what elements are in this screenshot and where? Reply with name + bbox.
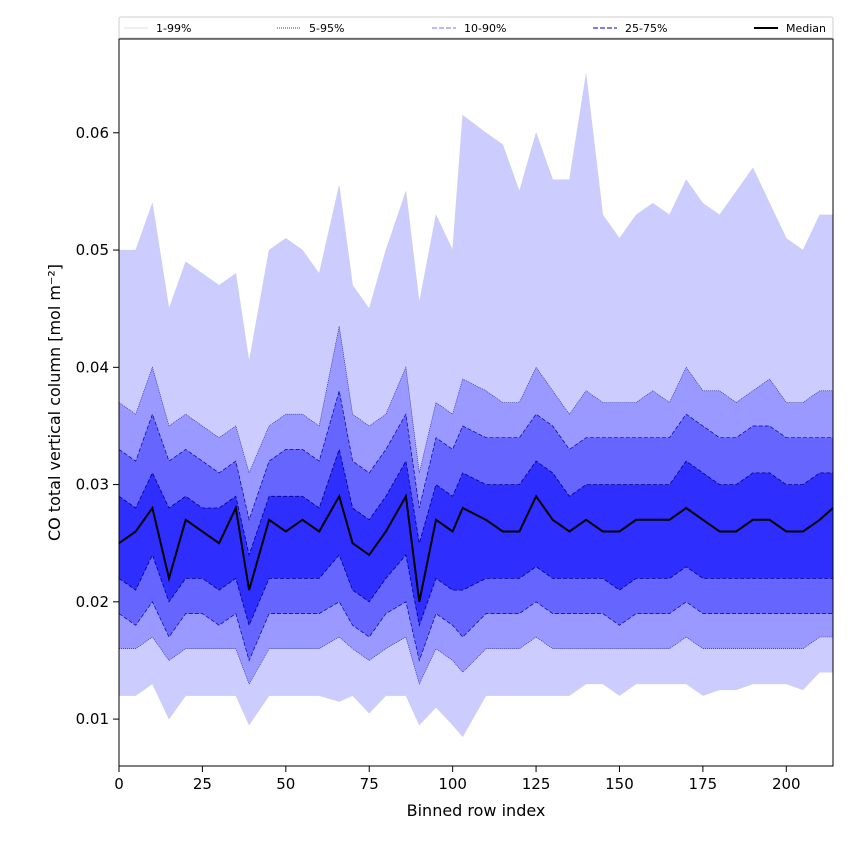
y-tick-label: 0.03 xyxy=(76,476,109,494)
plot-lines xyxy=(118,74,834,738)
band-25-75 xyxy=(119,449,833,626)
x-tick-label: 100 xyxy=(438,775,467,793)
legend-label: Median xyxy=(786,22,826,35)
plot-frame xyxy=(118,38,834,767)
legend: 1-99% 5-95% 10-90% 25-75% Median xyxy=(118,16,834,39)
median-line xyxy=(118,493,834,602)
line-1-99-upper xyxy=(119,74,833,362)
line-1-99-lower xyxy=(119,671,833,738)
x-tick-label: 200 xyxy=(772,775,801,793)
x-tick-label: 150 xyxy=(605,775,634,793)
legend-label: 5-95% xyxy=(309,22,344,35)
line-10-90-upper xyxy=(118,390,833,522)
line-5-95-upper xyxy=(118,326,833,474)
x-tick-label: 175 xyxy=(689,775,718,793)
line-10-90-lower xyxy=(118,601,833,662)
y-axis-label: CO total vertical column [mol m⁻²] xyxy=(45,264,64,541)
y-tick-label: 0.04 xyxy=(76,358,109,376)
legend-label: 25-75% xyxy=(625,22,667,35)
x-tick-label: 50 xyxy=(276,775,295,793)
y-tick-label: 0.06 xyxy=(76,124,109,142)
legend-label: 10-90% xyxy=(464,22,506,35)
x-tick-label: 25 xyxy=(193,775,212,793)
y-axis: 0.01 0.02 0.03 0.04 0.05 0.06 xyxy=(76,124,119,728)
line-5-95-lower xyxy=(119,636,833,685)
y-tick-label: 0.02 xyxy=(76,593,109,611)
x-tick-label: 75 xyxy=(360,775,379,793)
legend-box xyxy=(118,16,834,39)
legend-label: 1-99% xyxy=(156,22,191,35)
x-tick-label: 125 xyxy=(522,775,551,793)
y-tick-label: 0.01 xyxy=(76,710,109,728)
plot-bands xyxy=(119,74,833,737)
x-tick-label: 0 xyxy=(114,775,124,793)
x-axis: 0 25 50 75 100 125 150 175 200 xyxy=(114,766,801,793)
y-tick-label: 0.05 xyxy=(76,241,109,259)
x-axis-label: Binned row index xyxy=(407,801,546,820)
line-25-75-lower xyxy=(118,553,833,627)
